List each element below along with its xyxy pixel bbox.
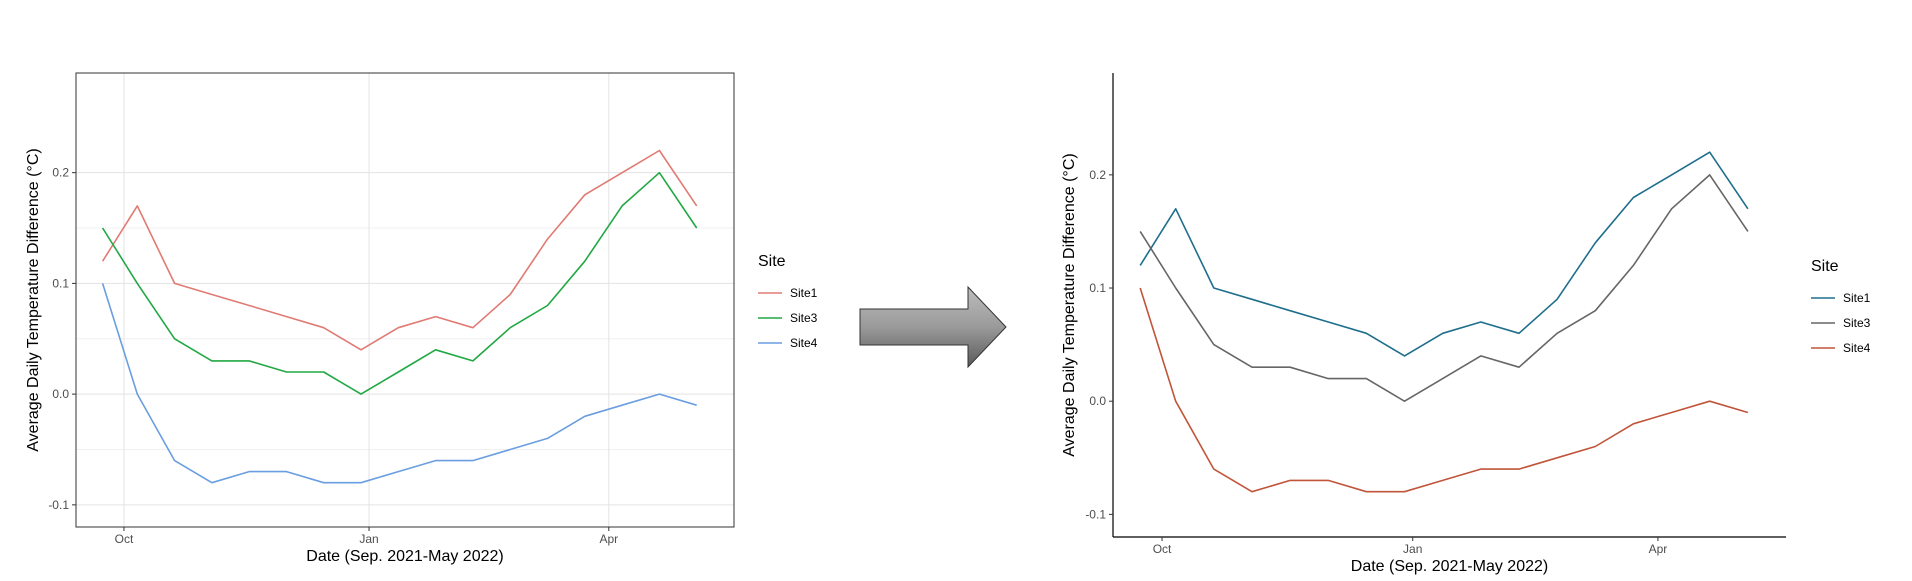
series-line-site3 bbox=[1139, 174, 1749, 403]
y-tick-label: 0.0 bbox=[52, 387, 69, 401]
plot-panel bbox=[76, 73, 734, 527]
y-tick-label: -0.1 bbox=[1085, 507, 1106, 521]
series-line-site1 bbox=[101, 149, 698, 351]
series-line-site4 bbox=[101, 283, 697, 484]
y-tick-label: 0.1 bbox=[1089, 281, 1106, 295]
series-line-site1 bbox=[1139, 151, 1749, 357]
series-line-site3 bbox=[101, 171, 698, 395]
x-axis-title: Date (Sep. 2021-May 2022) bbox=[1351, 558, 1548, 575]
x-axis-title: Date (Sep. 2021-May 2022) bbox=[306, 548, 503, 565]
legend-label-site4: Site4 bbox=[790, 336, 818, 350]
legend-title: Site bbox=[758, 253, 786, 270]
chart-right-sites-classic: -0.1 0.0 0.1 0.2 Oct Jan Apr Date (Sep. 2021-Ma… bbox=[1061, 73, 1871, 575]
y-tick-label: 0.2 bbox=[52, 166, 69, 180]
x-tick-label: Apr bbox=[599, 532, 618, 546]
chart-left-sites-gridded: -0.1 0.0 0.1 0.2 Oct Jan Apr Date (Sep. 2021-Ma… bbox=[25, 72, 818, 565]
legend-label-site3: Site3 bbox=[1843, 316, 1871, 330]
x-tick-label: Oct bbox=[1153, 542, 1172, 556]
y-tick-label: 0.2 bbox=[1089, 168, 1106, 182]
y-axis-title: Average Daily Temperature Difference (°C… bbox=[1061, 153, 1078, 456]
legend-label-site4: Site4 bbox=[1843, 341, 1871, 355]
y-tick-label: -0.1 bbox=[48, 498, 69, 512]
legend-title: Site bbox=[1811, 258, 1839, 275]
panel-border bbox=[75, 72, 735, 528]
y-axis-title: Average Daily Temperature Difference (°C… bbox=[25, 148, 42, 451]
x-tick-label: Jan bbox=[359, 532, 378, 546]
legend-label-site1: Site1 bbox=[1843, 291, 1871, 305]
x-tick-label: Apr bbox=[1649, 542, 1668, 556]
x-tick-label: Oct bbox=[115, 532, 134, 546]
y-tick-label: 0.0 bbox=[1089, 394, 1106, 408]
x-tick-label: Jan bbox=[1403, 542, 1422, 556]
right-arrow-icon bbox=[859, 285, 1007, 369]
y-tick-label: 0.1 bbox=[52, 276, 69, 290]
legend-label-site1: Site1 bbox=[790, 286, 818, 300]
series-line-site4 bbox=[1139, 287, 1749, 493]
legend-label-site3: Site3 bbox=[790, 311, 818, 325]
